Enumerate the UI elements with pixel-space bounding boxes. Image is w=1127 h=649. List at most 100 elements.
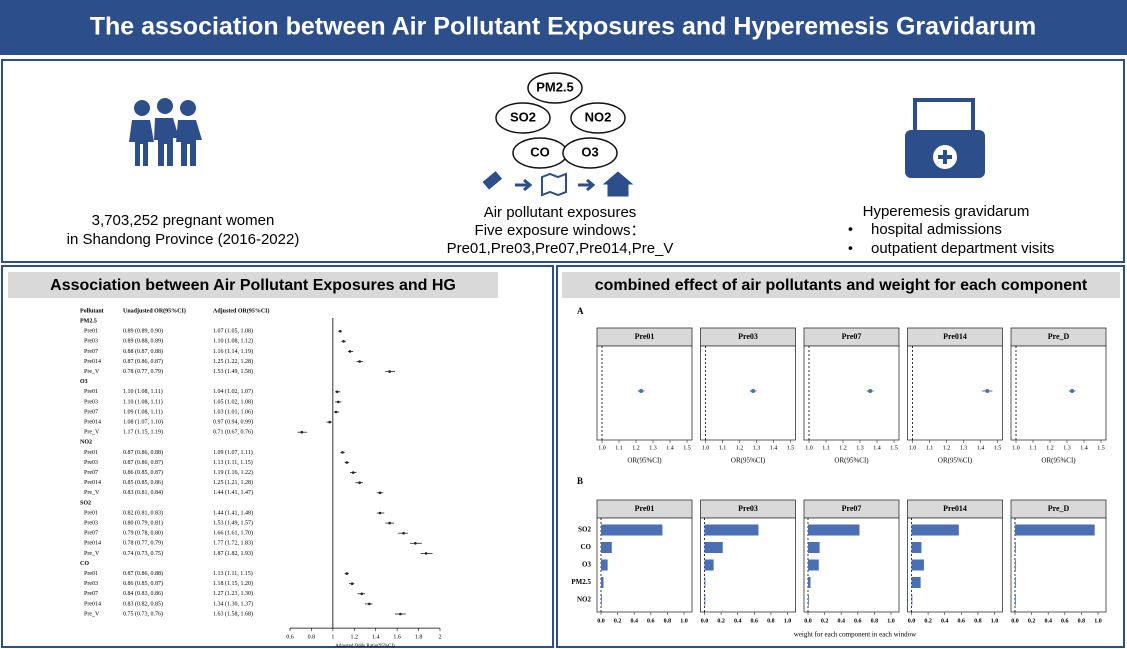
bar [1015, 524, 1095, 536]
or-point [341, 451, 344, 454]
x-axis-label: Adjusted Odds Ratio(95%CI) [335, 644, 395, 649]
x-tick-label: 1.3 [649, 445, 657, 451]
or-point [350, 582, 354, 585]
or-text: 1.10 (1.08, 1.11) [123, 398, 163, 405]
facet-title: Pre03 [738, 504, 758, 513]
x-tick-label: 0.0 [597, 618, 605, 624]
bar [601, 594, 602, 606]
or-text: 1.05 (1.02, 1.08) [213, 398, 253, 405]
or-text: 1.87 (1.82, 1.93) [213, 550, 253, 557]
population-line: 3,703,252 pregnant women [92, 212, 275, 229]
window-label: Pre07 [84, 409, 98, 415]
or-point [639, 389, 644, 393]
or-point [336, 400, 340, 404]
x-tick-label: 2 [439, 634, 442, 640]
window-label: Pre01 [84, 389, 98, 395]
bar [1015, 577, 1016, 588]
or-text: 0.87 (0.86, 0.87) [123, 459, 163, 466]
window-label: Pre03 [84, 339, 98, 345]
x-tick-label: 0.6 [286, 634, 294, 640]
x-tick-label: 0.0 [804, 618, 812, 624]
y-tick-label: O3 [582, 561, 591, 569]
population-line: in Shandong Province (2016-2022) [67, 231, 300, 248]
or-text: 0.79 (0.78, 0.80) [123, 530, 163, 537]
x-tick-label: 1.0 [991, 618, 999, 624]
or-text: 1.27 (1.23, 1.30) [213, 590, 253, 597]
x-tick-label: 1.2 [632, 445, 640, 451]
bar [808, 577, 811, 588]
x-tick-label: 0.0 [1011, 618, 1019, 624]
x-tick-label: 1.1 [822, 445, 830, 451]
x-tick-label: 1.2 [736, 445, 744, 451]
bar [704, 594, 706, 606]
bar [808, 559, 819, 571]
facet-title: Pre03 [738, 332, 758, 341]
or-text: 1.09 (1.08, 1.11) [123, 408, 163, 415]
people-icon [129, 98, 202, 166]
or-text: 1.25 (1.22, 1.28) [213, 358, 253, 365]
or-point [378, 491, 382, 495]
x-tick-label: 0.8 [974, 618, 982, 624]
window-label: Pre07 [84, 531, 98, 537]
or-point [367, 602, 371, 606]
or-point [1070, 389, 1075, 393]
bar [808, 524, 860, 536]
facet-panel [596, 345, 693, 441]
or-point [378, 511, 382, 515]
or-text: 1.10 (1.08, 1.12) [213, 338, 253, 345]
or-point [358, 481, 361, 485]
exposure-line: Five exposure windows： [475, 222, 646, 239]
or-text: 0.82 (0.81, 0.83) [123, 509, 163, 516]
x-tick-label: 1.8 [415, 634, 423, 640]
bar [1015, 559, 1016, 571]
x-tick-label: 1.6 [393, 634, 401, 640]
window-label: Pre014 [84, 359, 101, 365]
or-text: 1.04 (1.02, 1.07) [213, 388, 253, 395]
bar [704, 542, 723, 553]
window-label: Pre_V [84, 611, 100, 617]
x-tick-label: 1.2 [943, 445, 951, 451]
bar [911, 542, 922, 553]
facet-title: Pre_D [1048, 504, 1070, 513]
x-tick-label: 1.3 [960, 445, 968, 451]
or-text: 1.77 (1.72, 1.83) [213, 540, 253, 547]
or-text: 1.09 (1.07, 1.11) [213, 449, 253, 456]
x-tick-label: 0.2 [924, 618, 932, 624]
panel-label: B [577, 476, 583, 486]
x-tick-label: 0.6 [958, 618, 966, 624]
bar [911, 559, 924, 571]
group-label: O3 [80, 379, 88, 385]
x-tick-label: 1.4 [372, 634, 380, 640]
outcome-item: outpatient department visits [871, 240, 1054, 257]
x-tick-label: 1.0 [784, 618, 792, 624]
window-label: Pre_V [84, 551, 100, 557]
window-label: Pre03 [84, 520, 98, 526]
x-tick-label: 1.4 [977, 445, 985, 451]
x-tick-label: 1.0 [598, 445, 606, 451]
window-label: Pre03 [84, 399, 98, 405]
outcome-item: hospital admissions [871, 221, 1002, 238]
bar [601, 524, 663, 536]
x-tick-label: 1.0 [909, 445, 917, 451]
or-point [985, 389, 990, 393]
or-text: 0.87 (0.86, 0.88) [123, 570, 163, 577]
pollutant-label: SO2 [510, 109, 536, 124]
bar [704, 559, 714, 571]
facet-title: Pre01 [635, 332, 655, 341]
x-tick-label: 1.5 [1097, 445, 1105, 451]
bar [601, 542, 612, 553]
x-tick-label: 0.4 [734, 618, 742, 624]
or-point [300, 430, 304, 434]
window-label: Pre07 [84, 591, 98, 597]
or-text: 1.17 (1.15, 1.19) [123, 429, 163, 436]
x-tick-label: 0.0 [701, 618, 709, 624]
x-tick-label: 1.2 [351, 634, 359, 640]
section-title: Association between Air Pollutant Exposu… [50, 277, 456, 294]
or-text: 1.19 (1.16, 1.22) [213, 469, 253, 476]
or-text: 0.84 (0.83, 0.86) [123, 590, 163, 597]
window-label: Pre014 [84, 480, 101, 486]
window-label: Pre014 [84, 541, 101, 547]
x-tick-label: 1.0 [702, 445, 710, 451]
or-text: 0.89 (0.89, 0.90) [123, 328, 163, 335]
pollutant-label: CO [530, 144, 550, 159]
